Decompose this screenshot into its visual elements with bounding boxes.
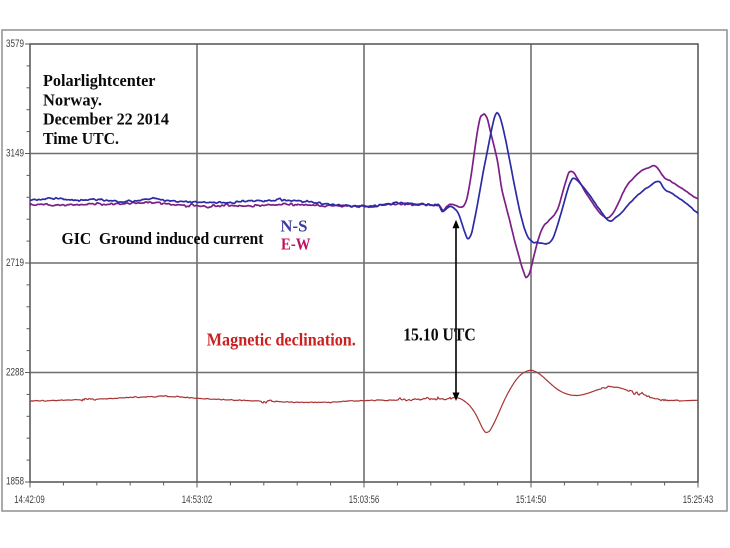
- svg-text:15:03:56: 15:03:56: [349, 494, 380, 506]
- svg-text:E-W: E-W: [281, 235, 311, 254]
- svg-text:14:53:02: 14:53:02: [182, 494, 213, 506]
- svg-text:1858: 1858: [6, 476, 24, 488]
- svg-text:N-S: N-S: [280, 217, 307, 236]
- svg-text:December 22 2014: December 22 2014: [43, 110, 169, 129]
- svg-text:3579: 3579: [6, 38, 24, 50]
- svg-text:Time UTC.: Time UTC.: [43, 129, 119, 148]
- svg-text:2719: 2719: [6, 257, 24, 269]
- svg-text:Magnetic declination.: Magnetic declination.: [207, 330, 356, 350]
- svg-text:14:42:09: 14:42:09: [14, 494, 45, 506]
- svg-text:15:25:43: 15:25:43: [683, 494, 714, 506]
- svg-text:Polarlightcenter: Polarlightcenter: [43, 71, 156, 90]
- svg-text:GIC Ground induced current: GIC Ground induced current: [62, 229, 264, 248]
- svg-text:2288: 2288: [6, 367, 24, 379]
- svg-text:15.10 UTC: 15.10 UTC: [403, 325, 476, 345]
- svg-text:15:14:50: 15:14:50: [516, 494, 547, 506]
- svg-text:Norway.: Norway.: [43, 90, 102, 109]
- svg-text:3149: 3149: [6, 148, 24, 160]
